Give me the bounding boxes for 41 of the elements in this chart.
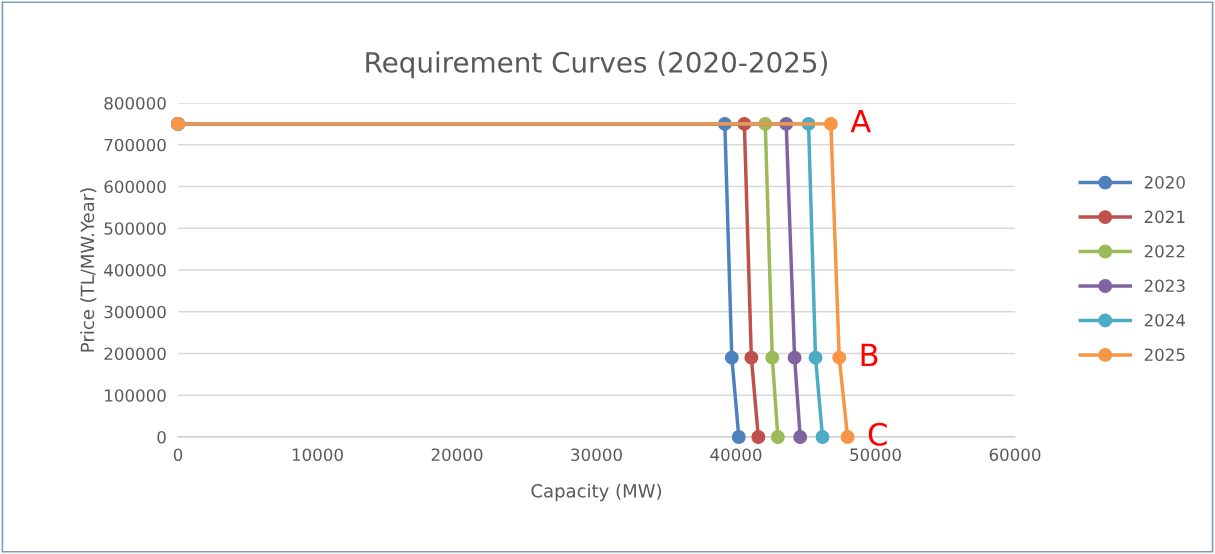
annotation: C [868,422,887,446]
point [744,350,759,365]
point [751,430,766,444]
y-tick-label: 0 [157,430,166,444]
legend-label: 2023 [1144,279,1185,293]
point [823,116,838,131]
legend-label: 2021 [1144,210,1185,224]
x-tick-label: 20000 [431,448,483,462]
y-tick-label: 600000 [104,180,166,194]
x-tick-label: 40000 [710,448,762,462]
point [808,350,823,365]
y-tick-label: 700000 [104,138,166,152]
y-tick-label: 200000 [104,347,166,361]
point [840,430,855,444]
legend-label: 2022 [1144,245,1185,258]
x-tick-label: 0 [173,448,183,462]
legend-label: 2025 [1144,348,1185,361]
point [724,350,739,365]
point [815,430,830,444]
y-tick-label: 300000 [104,305,166,319]
x-tick-label: 60000 [989,448,1041,462]
y-tick-label: 500000 [104,222,166,235]
x-tick-label: 10000 [292,448,343,462]
x-tick-label: 50000 [850,448,901,462]
point [832,350,847,365]
point [765,350,780,365]
point [787,350,802,365]
x-axis-title: Capacity (MW) [531,483,662,502]
y-tick-label: 100000 [105,389,166,402]
x-tick-label: 30000 [571,448,622,462]
point [770,430,785,444]
y-axis-title: Price (TL/MW.Year) [80,188,97,352]
y-tick-label: 800000 [104,96,166,110]
legend-label: 2020 [1144,176,1185,189]
y-tick-label: 400000 [104,263,166,277]
annotation: B [861,343,878,367]
point [793,430,808,444]
chart-title: Requirement Curves (2020-2025) [366,51,828,79]
annotation: A [850,110,871,133]
legend-label: 2024 [1144,313,1186,327]
point [731,430,746,444]
